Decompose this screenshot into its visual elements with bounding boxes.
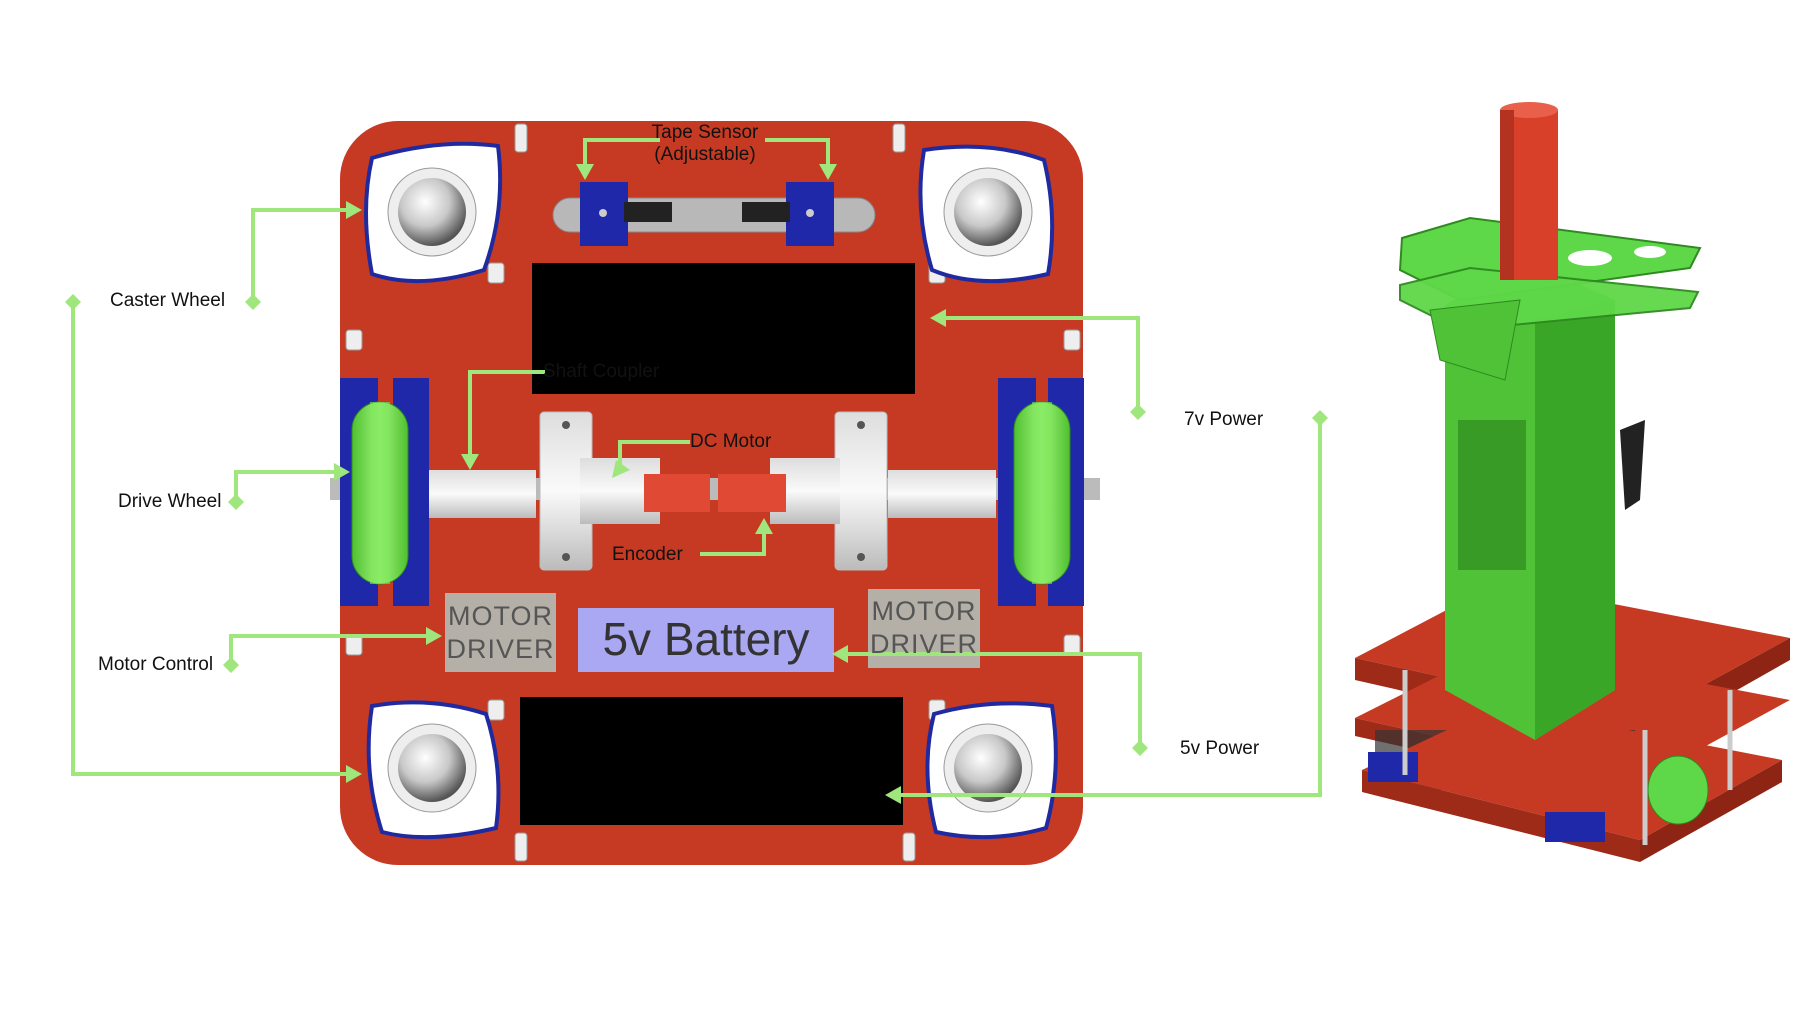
leader-lines (71, 138, 1322, 797)
caster-wheel-top-left (364, 141, 503, 284)
battery (578, 608, 834, 672)
motor-driver-left-line1: MOTOR (448, 601, 553, 631)
motor-driver-right-line1: MOTOR (871, 596, 977, 626)
label-dc-motor: DC Motor (690, 431, 772, 452)
tape-sensor-rail (552, 182, 876, 246)
drive-wheel-right (998, 378, 1084, 606)
battery-label: 5v Battery (602, 613, 810, 665)
caster-wheel-top-right (918, 144, 1055, 284)
caster-wheel-bottom-left (366, 700, 501, 840)
caster-wheel-bottom-right (925, 701, 1058, 840)
motor-driver-left (445, 593, 556, 672)
label-tape-sensor-title: Tape Sensor (651, 122, 759, 143)
power-panel-bottom (520, 697, 903, 825)
power-panel-top (532, 263, 915, 394)
label-7v-power: 7v Power (1184, 409, 1264, 430)
motor-driver-right-line2: DRIVER (869, 629, 978, 659)
label-motor-control: Motor Control (98, 654, 214, 675)
motor-driver-right-text: MOTOR DRIVER (868, 595, 980, 661)
drive-axle (330, 411, 1100, 571)
robot-3d-view (1355, 102, 1790, 862)
encoder-right (718, 474, 786, 512)
label-encoder: Encoder (612, 544, 683, 565)
label-tape-sensor: Tape Sensor (Adjustable) (620, 122, 790, 166)
label-drive-wheel: Drive Wheel (118, 491, 222, 512)
label-5v-power: 5v Power (1180, 738, 1260, 759)
leader-diamonds (65, 294, 1328, 756)
motor-driver-left-line2: DRIVER (446, 634, 555, 664)
label-shaft-coupler: Shaft Coupler (543, 361, 660, 382)
motor-driver-left-text: MOTOR DRIVER (445, 600, 556, 666)
leader-arrowheads (334, 164, 946, 804)
encoder-left (644, 474, 710, 512)
label-tape-sensor-note: (Adjustable) (654, 144, 756, 165)
drive-wheel-left (340, 378, 429, 606)
label-caster-wheel: Caster Wheel (110, 290, 226, 311)
